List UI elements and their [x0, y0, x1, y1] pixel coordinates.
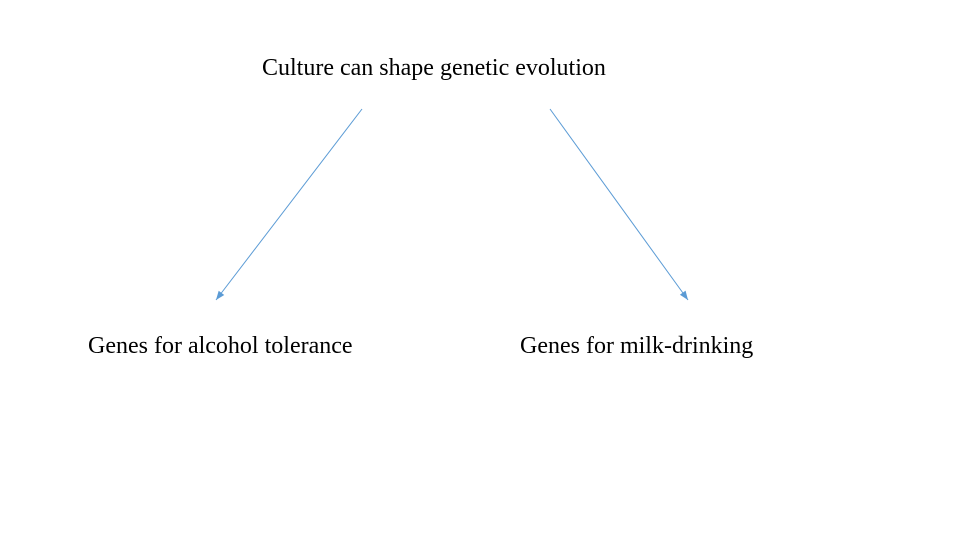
leaf-milk-drinking: Genes for milk-drinking — [520, 333, 753, 360]
arrow-right-line — [550, 109, 688, 300]
arrow-left-line — [216, 109, 362, 300]
diagram-title: Culture can shape genetic evolution — [262, 55, 606, 82]
leaf-alcohol-tolerance: Genes for alcohol tolerance — [88, 333, 353, 360]
diagram-canvas: Culture can shape genetic evolution Gene… — [0, 0, 960, 540]
